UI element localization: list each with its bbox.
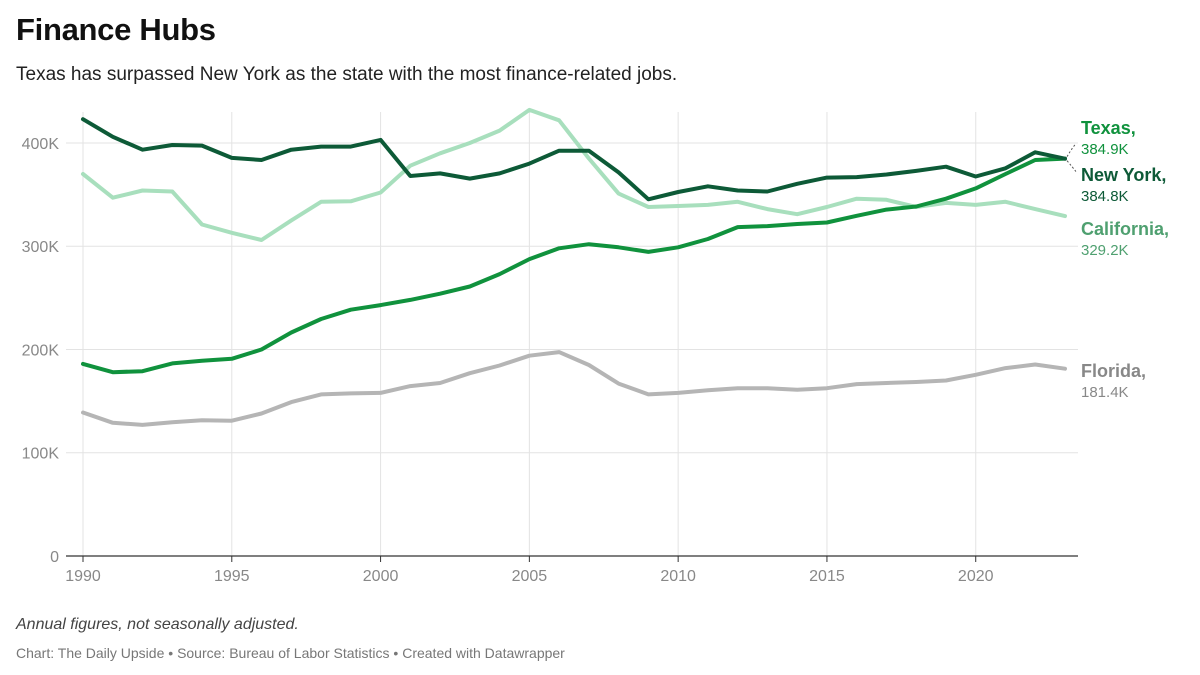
y-tick-label: 0 xyxy=(50,549,59,566)
end-label-name-new-york: New York, xyxy=(1081,165,1166,185)
series-layer xyxy=(81,107,1067,427)
chart-note: Annual figures, not seasonally adjusted. xyxy=(16,616,299,633)
end-label-name-florida: Florida, xyxy=(1081,361,1146,381)
y-tick-label: 400K xyxy=(22,136,60,153)
series-line-new-york xyxy=(81,117,1067,202)
series-line-florida xyxy=(81,350,1067,427)
x-tick-label: 2015 xyxy=(809,568,845,585)
y-tick-label: 200K xyxy=(22,342,60,359)
credit-chart: Chart: The Daily Upside xyxy=(16,645,165,661)
texas-label-connector xyxy=(1066,143,1077,157)
end-label-name-california: California, xyxy=(1081,219,1169,239)
credit-separator: • xyxy=(164,645,178,661)
axis-layer: 0 100K 200K 300K 400K 1990 1995 2000 2005 2010 201… xyxy=(22,136,1078,585)
credit-tool: Created with Datawrapper xyxy=(402,645,565,661)
grid-layer xyxy=(66,112,1078,556)
x-tick-label: 2020 xyxy=(958,568,994,585)
end-label-value-florida: 181.4K xyxy=(1081,384,1129,401)
series-line-california xyxy=(81,107,1067,242)
end-label-value-new-york: 384.8K xyxy=(1081,188,1129,205)
chart-title: Finance Hubs xyxy=(16,12,216,47)
y-tick-label: 300K xyxy=(22,239,60,256)
x-tick-label: 2000 xyxy=(363,568,399,585)
x-tick-label: 2005 xyxy=(512,568,548,585)
x-tick-label: 1995 xyxy=(214,568,250,585)
y-tick-label: 100K xyxy=(22,446,60,463)
line-chart: 0 100K 200K 300K 400K 1990 1995 2000 2005 2010 201… xyxy=(22,107,1169,585)
end-label-value-california: 329.2K xyxy=(1081,242,1129,259)
credit-separator: • xyxy=(389,645,403,661)
series-line-texas xyxy=(81,156,1067,375)
end-label-value-texas: 384.9K xyxy=(1081,141,1129,158)
end-label-name-texas: Texas, xyxy=(1081,118,1136,138)
new-york-label-connector xyxy=(1066,160,1077,172)
end-label-layer: California, 329.2K Florida, 181.4K Texas, 384… xyxy=(1066,118,1169,401)
chart-credit: Chart: The Daily Upside • Source: Bureau… xyxy=(16,645,565,661)
credit-source: Source: Bureau of Labor Statistics xyxy=(177,645,390,661)
chart-subtitle: Texas has surpassed New York as the stat… xyxy=(16,64,678,85)
x-tick-label: 2010 xyxy=(660,568,696,585)
x-tick-label: 1990 xyxy=(65,568,101,585)
